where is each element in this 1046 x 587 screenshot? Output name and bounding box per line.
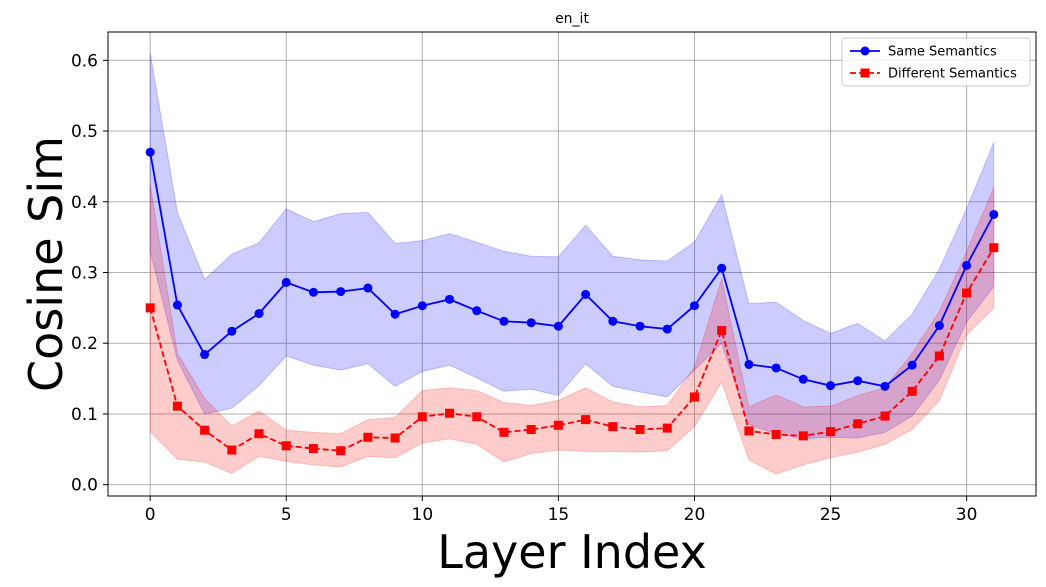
point-same-semantics [907, 360, 917, 370]
y-tick-label: 0.4 [71, 193, 98, 213]
point-different-semantics [744, 426, 754, 436]
y-tick-label: 0.1 [71, 405, 98, 425]
x-tick-label: 0 [145, 505, 156, 525]
point-same-semantics [445, 294, 455, 304]
point-same-semantics [962, 260, 972, 270]
point-different-semantics [553, 420, 563, 430]
x-tick-label: 30 [956, 505, 978, 525]
point-different-semantics [717, 325, 727, 335]
series-markers [145, 147, 999, 456]
legend-marker-same-semantics [860, 46, 870, 56]
point-different-semantics [689, 392, 699, 402]
grid-lines [108, 32, 1036, 496]
point-same-semantics [880, 381, 890, 391]
point-same-semantics [798, 374, 808, 384]
point-same-semantics [608, 316, 618, 326]
point-same-semantics [989, 209, 999, 219]
line-same-semantics [149, 152, 995, 388]
point-same-semantics [581, 289, 591, 299]
point-same-semantics [308, 287, 318, 297]
y-tick-label: 0.0 [71, 476, 98, 496]
point-same-semantics [499, 316, 509, 326]
band-same-semantics [149, 53, 995, 440]
point-same-semantics [717, 263, 727, 273]
point-same-semantics [934, 321, 944, 331]
point-same-semantics [771, 363, 781, 373]
line-different-semantics [149, 247, 995, 452]
point-different-semantics [227, 445, 237, 455]
point-same-semantics [390, 309, 400, 319]
point-different-semantics [281, 441, 291, 451]
legend-box [841, 37, 1031, 87]
y-tick-label: 0.5 [71, 122, 98, 142]
point-different-semantics [172, 401, 182, 411]
point-different-semantics [635, 425, 645, 435]
point-same-semantics [363, 283, 373, 293]
point-same-semantics [227, 326, 237, 336]
point-different-semantics [934, 351, 944, 361]
point-different-semantics [798, 431, 808, 441]
point-different-semantics [200, 425, 210, 435]
plot-area-frame [107, 31, 1037, 497]
point-same-semantics [254, 309, 264, 319]
point-different-semantics [390, 433, 400, 443]
x-tick-label: 20 [684, 505, 706, 525]
point-same-semantics [336, 287, 346, 297]
point-same-semantics [553, 321, 563, 331]
x-tick-label: 5 [281, 505, 292, 525]
point-same-semantics [853, 376, 863, 386]
point-different-semantics [472, 412, 482, 422]
legend-label-same-semantics: Same Semantics [888, 45, 997, 60]
chart-title: en_it [555, 11, 589, 27]
point-same-semantics [662, 324, 672, 334]
point-different-semantics [853, 419, 863, 429]
point-same-semantics [472, 306, 482, 316]
point-different-semantics [907, 386, 917, 396]
point-same-semantics [689, 301, 699, 311]
point-same-semantics [744, 359, 754, 369]
point-same-semantics [417, 301, 427, 311]
point-different-semantics [662, 423, 672, 433]
point-different-semantics [336, 446, 346, 456]
legend-label-different-semantics: Different Semantics [888, 67, 1017, 82]
point-different-semantics [499, 427, 509, 437]
point-different-semantics [145, 303, 155, 313]
point-different-semantics [417, 412, 427, 422]
series-lines [149, 152, 995, 452]
confidence-bands [149, 53, 995, 475]
point-different-semantics [308, 444, 318, 454]
point-different-semantics [826, 427, 836, 437]
y-tick-label: 0.2 [71, 334, 98, 354]
band-different-semantics [149, 183, 995, 475]
legend: Same Semantics Different Semantics [841, 37, 1031, 87]
point-different-semantics [962, 288, 972, 298]
point-different-semantics [526, 425, 536, 435]
point-same-semantics [826, 381, 836, 391]
point-different-semantics [254, 429, 264, 439]
point-different-semantics [989, 243, 999, 253]
point-different-semantics [581, 415, 591, 425]
point-different-semantics [608, 422, 618, 432]
legend-marker-different-semantics [860, 68, 870, 78]
axis-ticks: 0 5 10 15 20 25 30 0.0 0.1 0.2 0.3 0.4 0.5 0.6 [71, 51, 977, 525]
point-different-semantics [771, 429, 781, 439]
point-same-semantics [200, 350, 210, 360]
x-tick-label: 25 [820, 505, 842, 525]
point-same-semantics [526, 318, 536, 328]
point-same-semantics [281, 277, 291, 287]
point-different-semantics [363, 432, 373, 442]
x-tick-label: 15 [548, 505, 570, 525]
x-tick-label: 10 [412, 505, 434, 525]
x-axis-label: Layer Index [437, 525, 707, 579]
point-same-semantics [635, 321, 645, 331]
y-tick-label: 0.6 [71, 51, 98, 71]
point-same-semantics [172, 300, 182, 310]
point-different-semantics [880, 411, 890, 421]
y-tick-label: 0.3 [71, 263, 98, 283]
point-different-semantics [445, 408, 455, 418]
point-same-semantics [145, 147, 155, 157]
y-axis-label: Cosine Sim [19, 136, 73, 392]
